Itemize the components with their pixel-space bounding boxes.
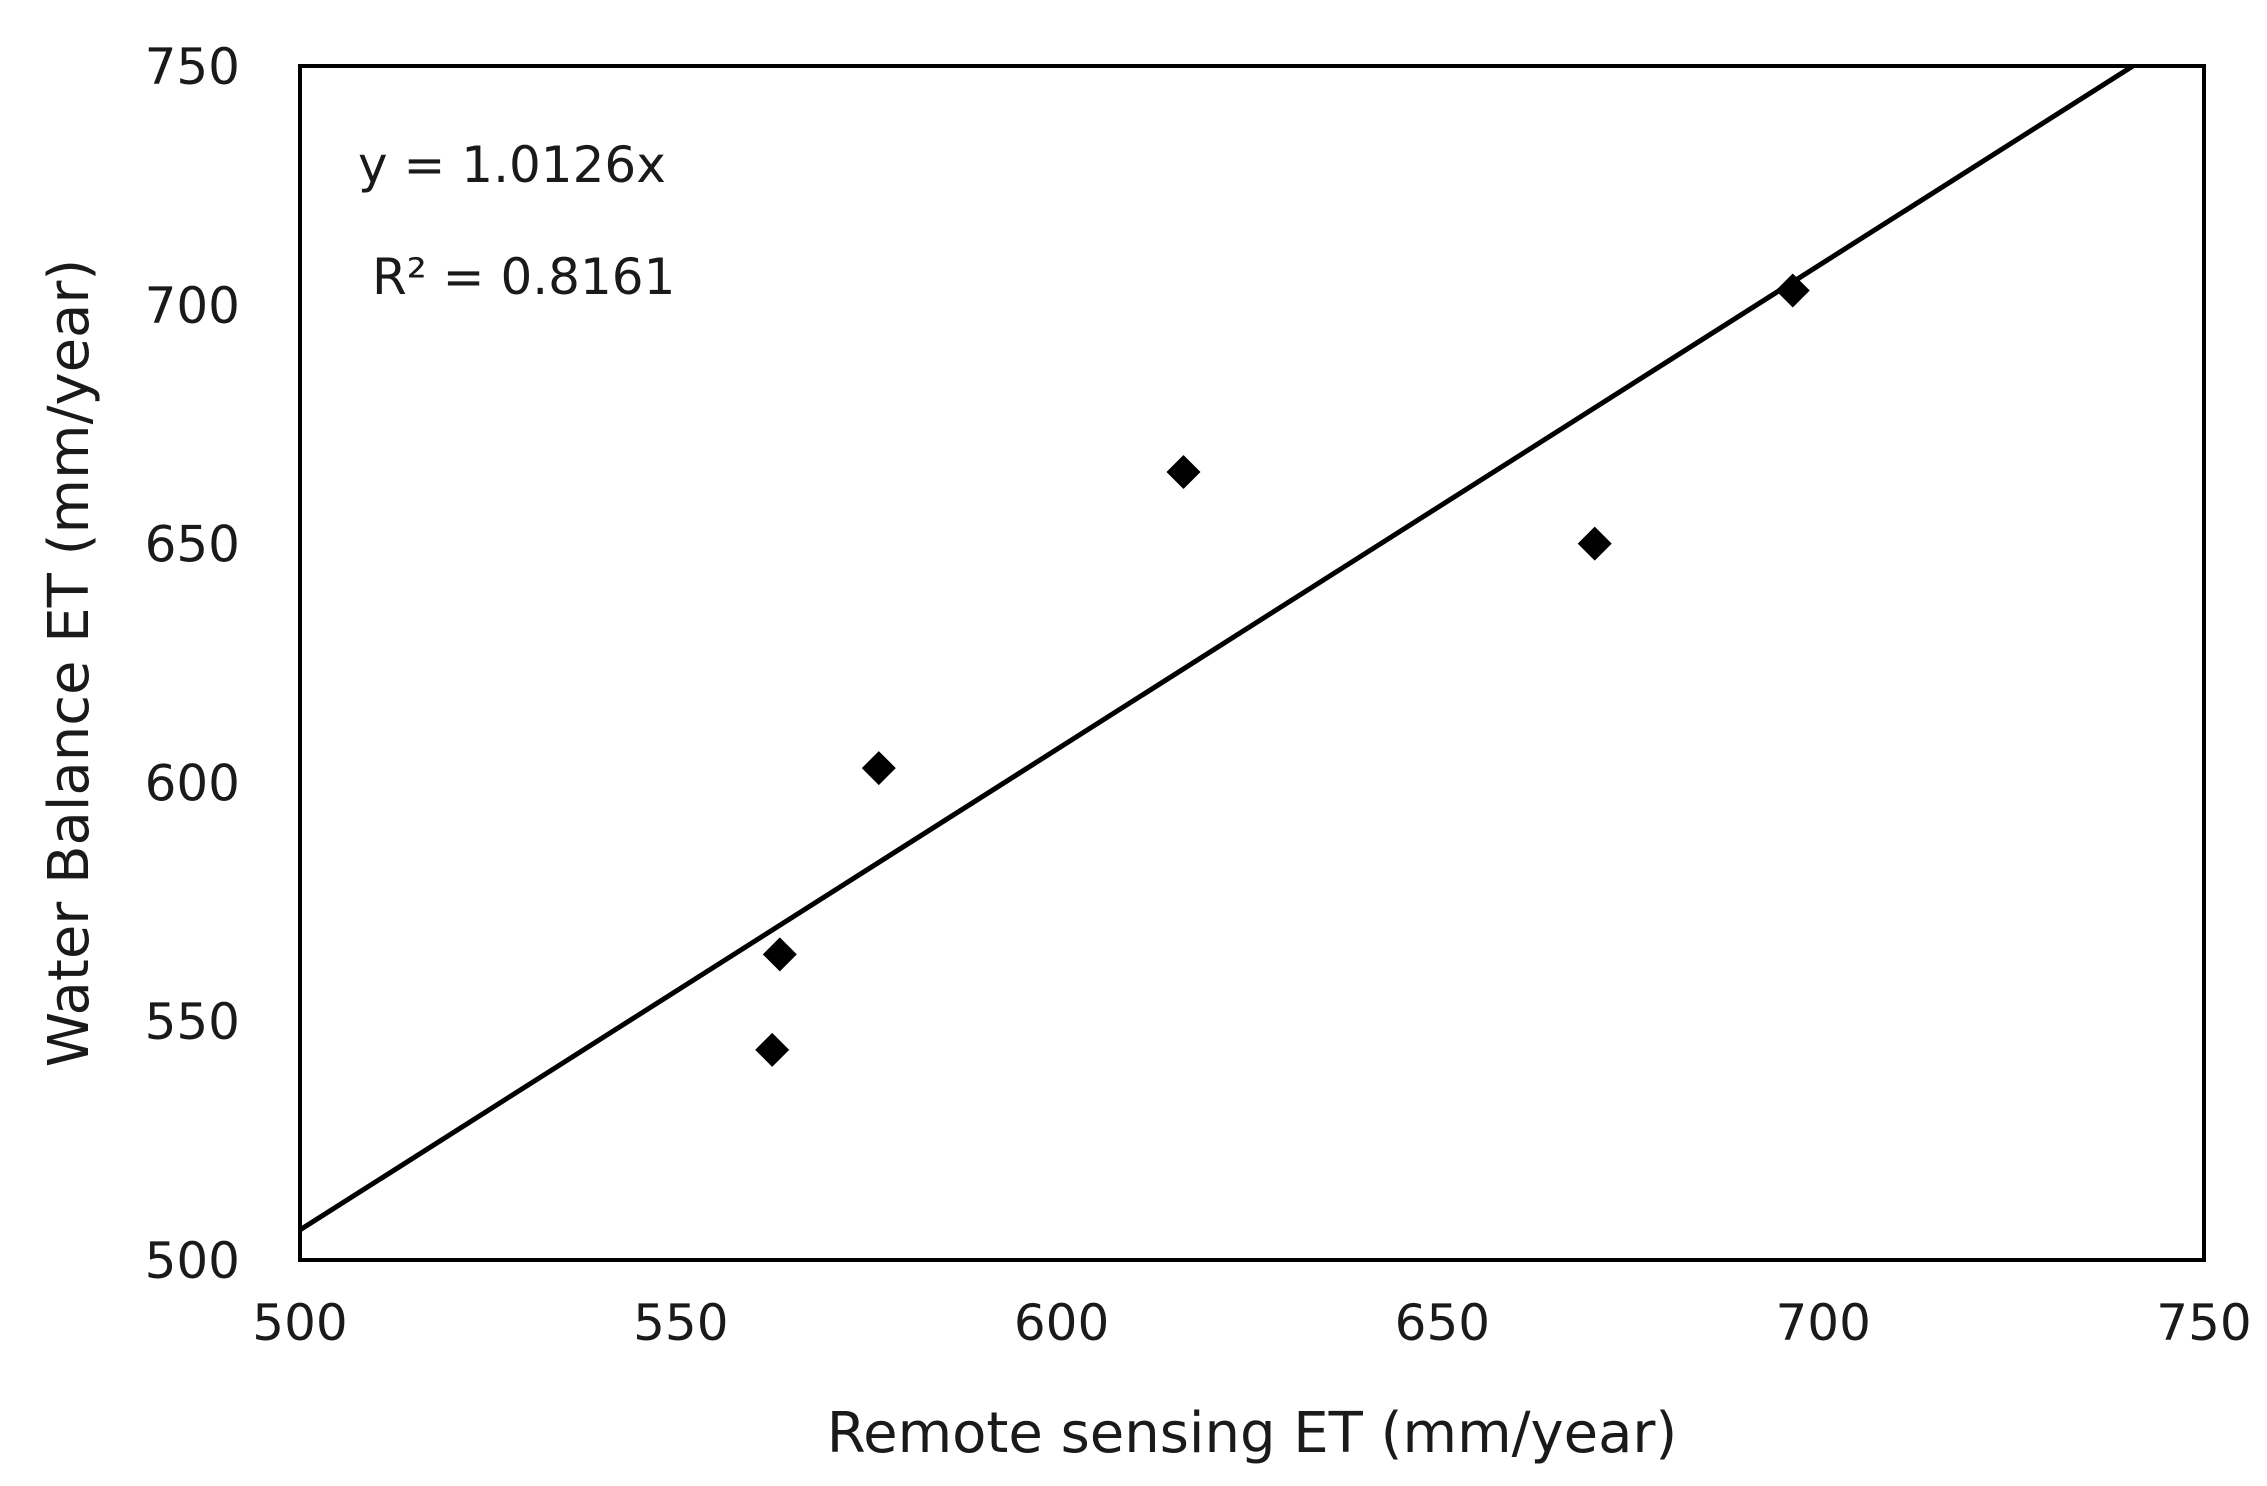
x-tick-label: 600 bbox=[1014, 1294, 1109, 1352]
trendline bbox=[298, 63, 2135, 1233]
data-point-marker bbox=[762, 937, 797, 972]
x-tick-label: 650 bbox=[1395, 1294, 1490, 1352]
y-tick-label: 550 bbox=[145, 993, 240, 1051]
x-tick-label: 750 bbox=[2156, 1294, 2251, 1352]
y-tick-label: 750 bbox=[145, 38, 240, 96]
plot-frame bbox=[298, 64, 2206, 1262]
data-point-marker bbox=[1775, 273, 1810, 308]
y-tick-label: 600 bbox=[145, 754, 240, 812]
y-tick-label: 650 bbox=[145, 516, 240, 574]
y-axis-title: Water Balance ET (mm/year) bbox=[37, 259, 102, 1067]
data-points bbox=[755, 273, 1810, 1067]
y-tick-label: 700 bbox=[145, 277, 240, 335]
y-tick-labels: 500 550 600 650 700 750 bbox=[145, 38, 240, 1290]
x-tick-label: 550 bbox=[633, 1294, 728, 1352]
x-tick-label: 700 bbox=[1775, 1294, 1870, 1352]
x-axis-title: Remote sensing ET (mm/year) bbox=[827, 1401, 1678, 1466]
trendline-equation: y = 1.0126x bbox=[358, 136, 666, 194]
r-squared-label: R² = 0.8161 bbox=[372, 248, 675, 306]
data-point-marker bbox=[1166, 454, 1201, 489]
y-tick-label: 500 bbox=[145, 1232, 240, 1290]
data-point-marker bbox=[1577, 526, 1612, 561]
data-point-marker bbox=[861, 751, 896, 786]
x-tick-labels: 500 550 600 650 700 750 bbox=[252, 1294, 2251, 1352]
data-point-marker bbox=[755, 1032, 790, 1067]
x-tick-label: 500 bbox=[252, 1294, 347, 1352]
